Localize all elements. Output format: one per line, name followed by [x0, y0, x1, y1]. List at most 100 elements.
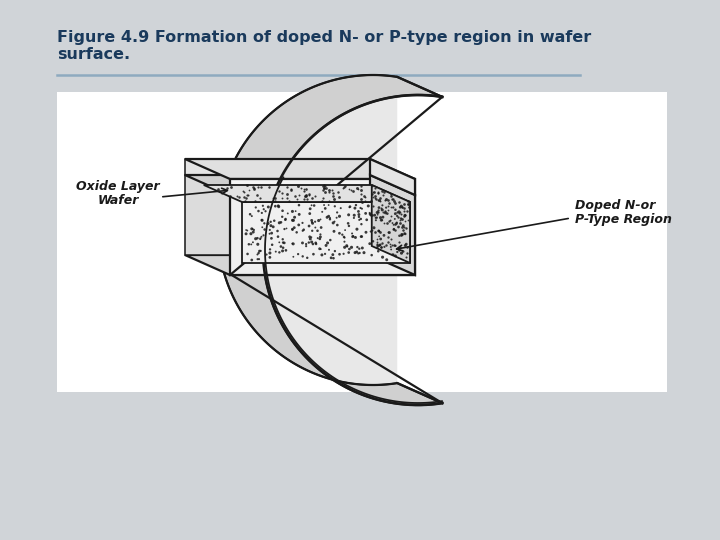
Point	[392, 213, 404, 221]
Point	[327, 251, 338, 259]
Point	[378, 188, 390, 197]
Point	[322, 239, 333, 247]
Point	[385, 192, 397, 200]
Point	[269, 217, 280, 225]
Point	[334, 212, 346, 220]
Point	[250, 203, 261, 212]
Point	[300, 242, 312, 251]
Polygon shape	[219, 249, 264, 271]
Point	[329, 217, 341, 226]
Point	[304, 189, 315, 198]
Point	[395, 210, 407, 218]
Point	[267, 222, 279, 231]
Point	[256, 208, 268, 217]
Point	[257, 201, 269, 210]
Point	[389, 197, 400, 206]
Point	[333, 193, 345, 201]
Polygon shape	[218, 222, 264, 244]
Polygon shape	[185, 175, 415, 195]
Polygon shape	[295, 95, 342, 116]
Point	[274, 248, 285, 256]
Point	[394, 232, 405, 240]
Point	[282, 193, 293, 202]
Point	[403, 202, 415, 211]
Polygon shape	[259, 335, 305, 356]
Point	[303, 222, 315, 231]
Point	[297, 226, 308, 235]
Point	[385, 202, 397, 211]
Point	[392, 237, 404, 246]
Polygon shape	[225, 275, 270, 297]
Polygon shape	[226, 280, 272, 302]
Point	[371, 213, 382, 222]
Point	[381, 219, 392, 228]
Point	[250, 234, 261, 243]
Point	[351, 184, 363, 192]
Point	[343, 185, 355, 193]
Point	[392, 209, 404, 218]
Point	[368, 224, 379, 232]
Point	[367, 193, 379, 201]
Point	[328, 254, 339, 262]
Polygon shape	[266, 117, 312, 138]
Point	[242, 191, 253, 200]
Point	[376, 238, 387, 247]
Point	[356, 204, 368, 213]
Point	[400, 211, 411, 220]
Point	[289, 213, 300, 221]
Point	[252, 255, 264, 264]
Point	[279, 225, 290, 233]
Polygon shape	[249, 323, 295, 344]
Point	[366, 226, 378, 235]
Point	[246, 230, 257, 238]
Point	[238, 187, 249, 195]
Point	[247, 225, 258, 233]
Point	[348, 214, 360, 222]
Point	[382, 238, 394, 246]
Polygon shape	[279, 353, 325, 374]
Point	[344, 202, 356, 211]
Point	[316, 197, 328, 206]
Point	[378, 231, 390, 240]
Polygon shape	[218, 75, 442, 405]
Point	[397, 225, 409, 234]
Point	[400, 224, 412, 232]
Point	[388, 240, 400, 249]
Point	[376, 243, 387, 252]
Point	[300, 192, 312, 201]
Point	[354, 248, 365, 257]
Point	[374, 227, 385, 236]
Point	[323, 197, 335, 205]
Point	[275, 218, 287, 227]
Point	[390, 210, 401, 218]
Point	[318, 182, 329, 191]
Point	[343, 203, 355, 212]
Point	[382, 195, 394, 204]
Point	[241, 191, 253, 199]
Point	[365, 227, 377, 236]
Point	[255, 183, 266, 191]
Point	[374, 227, 385, 235]
Point	[277, 244, 289, 252]
Point	[303, 191, 315, 199]
Polygon shape	[234, 160, 279, 181]
Point	[341, 241, 353, 250]
Point	[239, 197, 251, 206]
Point	[265, 218, 276, 226]
Point	[402, 199, 413, 208]
Polygon shape	[224, 185, 270, 207]
Point	[306, 194, 318, 202]
Polygon shape	[277, 107, 324, 128]
Point	[359, 197, 370, 205]
Polygon shape	[372, 75, 419, 95]
Point	[401, 249, 413, 258]
Point	[252, 250, 264, 259]
Point	[248, 226, 260, 234]
Point	[399, 211, 410, 220]
Point	[402, 197, 413, 206]
Point	[246, 255, 258, 264]
Point	[315, 215, 326, 224]
Point	[392, 212, 403, 220]
Polygon shape	[221, 259, 266, 281]
Point	[269, 202, 281, 211]
